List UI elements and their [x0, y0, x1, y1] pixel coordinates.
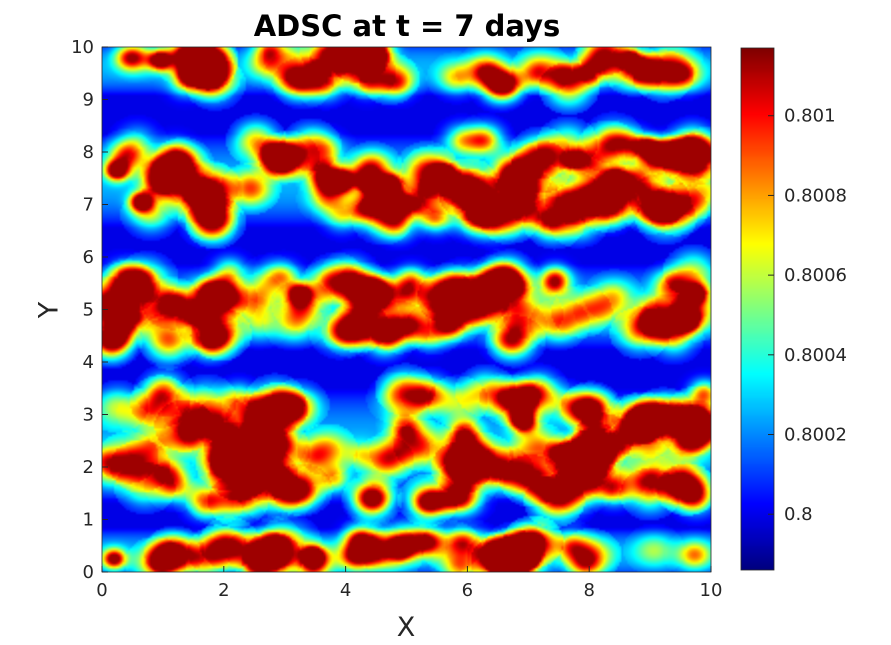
y-tick-label: 1: [83, 510, 94, 531]
chart-title: ADSC at t = 7 days: [254, 9, 561, 43]
y-tick-label: 3: [83, 405, 94, 426]
x-tick-label: 4: [340, 580, 351, 601]
x-tick-label: 2: [218, 580, 229, 601]
colorbar-ticks: 0.8 0.8002 0.8004 0.8006 0.8008 0.801: [768, 106, 847, 525]
heatmap-image: [102, 47, 711, 572]
colorbar-frame: [740, 47, 775, 571]
colorbar: 0.8 0.8002 0.8004 0.8006 0.8008 0.801: [740, 47, 847, 571]
y-tick-label: 5: [83, 300, 94, 321]
x-tick-label: 6: [462, 580, 473, 601]
y-tick-label: 7: [83, 195, 94, 216]
colorbar-tick-label: 0.8: [784, 504, 813, 525]
colorbar-tick-label: 0.8008: [784, 185, 847, 206]
y-axis-label: Y: [34, 301, 65, 319]
y-tick-label: 4: [83, 352, 94, 373]
y-tick-label: 9: [83, 90, 94, 111]
x-axis-label: X: [397, 612, 416, 643]
y-tick-label: 8: [83, 142, 94, 163]
x-tick-label: 10: [700, 580, 723, 601]
colorbar-tick-label: 0.8006: [784, 265, 847, 286]
y-tick-label: 2: [83, 457, 94, 478]
y-tick-label: 6: [83, 247, 94, 268]
y-tick-label: 10: [71, 37, 94, 58]
colorbar-gradient: [741, 48, 774, 570]
heatmap-plot-area: [101, 46, 712, 573]
colorbar-tick-label: 0.801: [784, 106, 836, 127]
colorbar-tick-label: 0.8002: [784, 425, 847, 446]
x-tick-label: 0: [96, 580, 107, 601]
y-axis-ticks: 0 1 2 3 4 5 6 7 8 9 10: [71, 37, 108, 583]
x-tick-label: 8: [583, 580, 594, 601]
colorbar-tick-label: 0.8004: [784, 345, 847, 366]
x-axis-ticks: 0 2 4 6 8 10: [96, 566, 722, 601]
y-tick-label: 0: [83, 562, 94, 583]
